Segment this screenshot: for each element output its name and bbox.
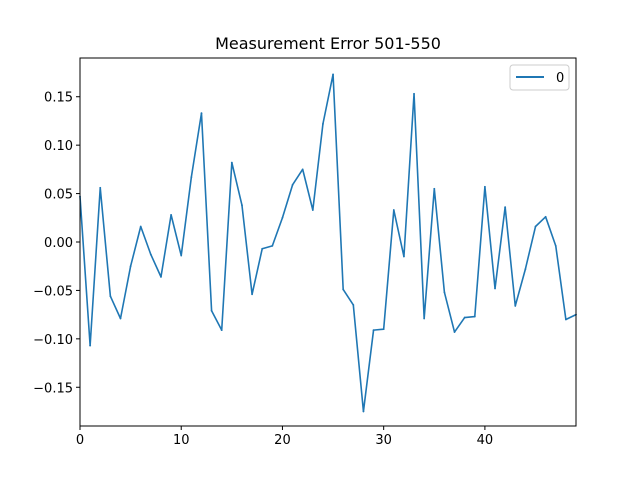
data-point [139, 225, 142, 228]
x-axis: 0 10 20 30 40 [76, 426, 493, 448]
data-point [311, 209, 314, 211]
x-tick-label: 20 [274, 433, 291, 448]
y-tick-label: −0.15 [33, 381, 73, 396]
x-tick-label: 30 [375, 433, 392, 448]
data-point [372, 329, 375, 332]
chart-title: Measurement Error 501-550 [215, 34, 441, 53]
data-point [160, 275, 162, 278]
y-axis: −0.15 −0.10 −0.05 0.00 0.05 0.10 0.15 [33, 91, 80, 396]
data-point [99, 186, 102, 189]
data-point [281, 216, 284, 219]
data-point [220, 329, 223, 332]
data-point [149, 253, 152, 256]
data-point [473, 315, 476, 318]
legend-label: 0 [556, 71, 564, 86]
data-point [494, 287, 496, 290]
data-point [362, 410, 365, 413]
data-point [109, 295, 112, 298]
y-tick-label: −0.10 [33, 333, 73, 348]
x-tick-label: 40 [477, 433, 494, 448]
data-point [180, 254, 183, 257]
data-point [413, 92, 415, 95]
data-point [322, 122, 324, 125]
series-line-0 [79, 73, 577, 413]
y-tick-label: 0.00 [44, 236, 73, 251]
data-point [504, 206, 507, 209]
data-point [170, 213, 173, 216]
data-point [544, 215, 547, 218]
data-point [423, 317, 426, 320]
data-point [352, 304, 355, 306]
data-point [230, 161, 233, 164]
series-layer [79, 73, 577, 413]
data-point [564, 318, 567, 321]
y-tick-label: 0.05 [44, 188, 73, 203]
data-point [342, 288, 345, 291]
data-point [190, 176, 193, 179]
data-point [241, 204, 243, 207]
x-tick-label: 10 [173, 433, 190, 448]
data-point [484, 185, 486, 188]
data-point [433, 187, 436, 190]
data-point [301, 168, 304, 171]
y-tick-label: 0.15 [44, 91, 73, 106]
legend: 0 [509, 64, 570, 91]
data-point [129, 265, 132, 268]
x-tick-label: 0 [76, 433, 84, 448]
data-point [392, 209, 395, 211]
data-point [261, 247, 264, 250]
data-point [534, 225, 537, 228]
data-point [119, 317, 122, 320]
y-tick-label: −0.05 [33, 284, 73, 299]
data-point [271, 244, 274, 247]
data-point [403, 255, 405, 258]
data-point [524, 268, 527, 271]
data-point [89, 344, 92, 347]
data-point [332, 73, 334, 76]
data-point [291, 183, 294, 186]
data-point [453, 331, 456, 333]
data-point [463, 316, 466, 319]
data-point [200, 112, 203, 115]
data-point [382, 328, 385, 331]
data-point [514, 305, 517, 307]
data-point [554, 244, 557, 247]
data-point [210, 309, 213, 312]
data-point [251, 293, 253, 296]
y-tick-label: 0.10 [44, 139, 73, 154]
data-point [443, 291, 446, 294]
